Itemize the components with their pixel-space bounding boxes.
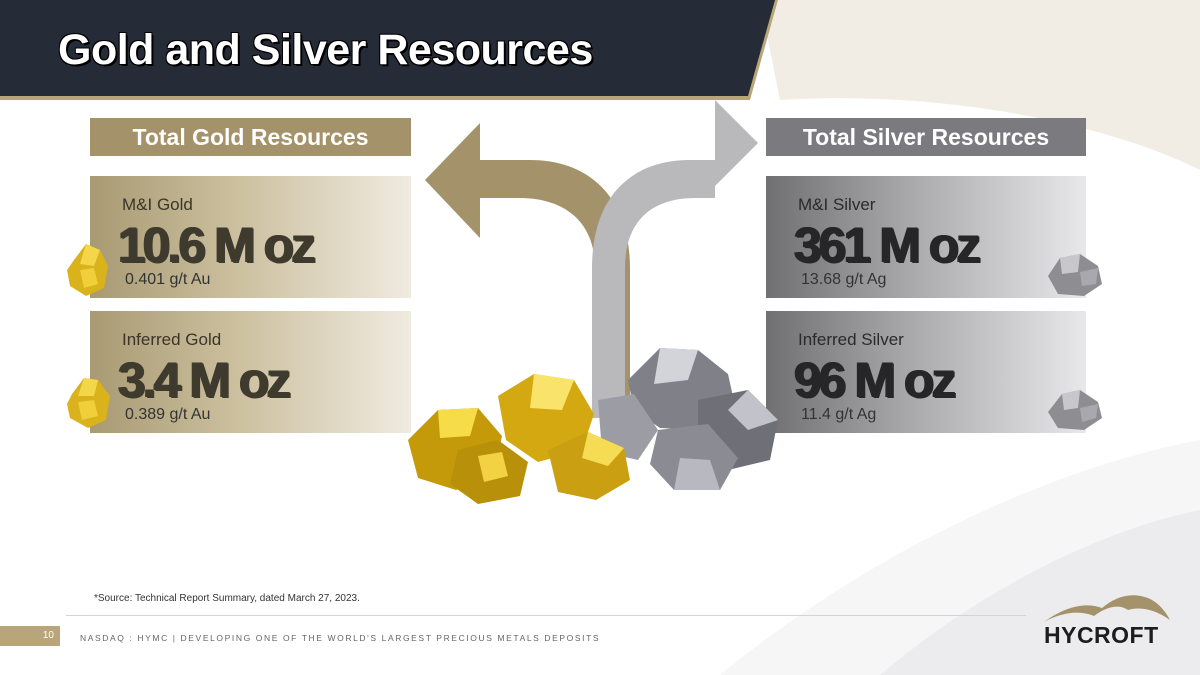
silver-resources-heading: Total Silver Resources	[766, 118, 1086, 156]
gold-nugget-icon	[67, 244, 108, 296]
mi-silver-value: 361 M oz	[794, 217, 981, 273]
footer-divider	[66, 615, 1026, 616]
inferred-silver-value: 96 M oz	[794, 352, 957, 408]
mi-silver-card: M&I Silver 361 M oz 13.68 g/t Ag	[766, 176, 1086, 298]
gold-nugget-icon	[67, 378, 110, 428]
inferred-gold-value: 3.4 M oz	[118, 352, 291, 408]
inferred-gold-label: Inferred Gold	[122, 330, 222, 349]
title-bar	[0, 0, 778, 100]
inferred-gold-card: Inferred Gold 3.4 M oz 0.389 g/t Au	[90, 311, 411, 433]
source-note: *Source: Technical Report Summary, dated…	[94, 593, 360, 604]
silver-nugget-icon	[1048, 390, 1102, 430]
page-number: 10	[0, 626, 60, 646]
hycroft-logo: HYCROFT	[1044, 622, 1159, 648]
inferred-silver-grade: 11.4 g/t Ag	[801, 406, 877, 423]
gold-silver-nuggets-image	[408, 348, 778, 504]
silver-nugget-icon	[1048, 254, 1102, 296]
split-arrows-graphic	[425, 100, 758, 418]
mi-gold-value: 10.6 M oz	[118, 217, 316, 273]
mi-gold-card: M&I Gold 10.6 M oz 0.401 g/t Au	[90, 176, 411, 298]
page-title: Gold and Silver Resources	[58, 26, 593, 74]
inferred-silver-label: Inferred Silver	[798, 330, 904, 349]
mi-silver-label: M&I Silver	[798, 195, 876, 214]
footer-tagline: NASDAQ : HYMC | DEVELOPING ONE OF THE WO…	[80, 633, 601, 643]
gold-resources-heading: Total Gold Resources	[90, 118, 411, 156]
hycroft-logo-mountain-icon	[1044, 595, 1170, 622]
inferred-gold-grade: 0.389 g/t Au	[125, 406, 211, 423]
mi-silver-grade: 13.68 g/t Ag	[801, 271, 887, 288]
mi-gold-label: M&I Gold	[122, 195, 193, 214]
mi-gold-grade: 0.401 g/t Au	[125, 271, 211, 288]
inferred-silver-card: Inferred Silver 96 M oz 11.4 g/t Ag	[766, 311, 1086, 433]
